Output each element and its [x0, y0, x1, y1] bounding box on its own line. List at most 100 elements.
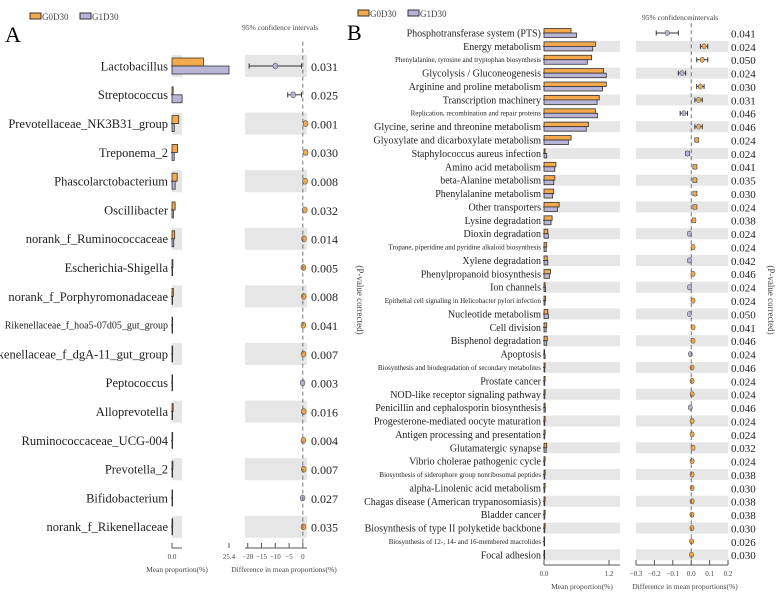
bar-g1d30: [543, 514, 546, 520]
category-label: Cell division: [490, 323, 541, 334]
diff-point: [690, 444, 696, 451]
diff-point: [690, 297, 696, 304]
diff-point: [689, 471, 695, 478]
p-value: 0.030: [311, 146, 338, 160]
bar-g0d30: [543, 416, 546, 422]
bar-g0d30: [543, 295, 547, 302]
row-shade: [636, 549, 728, 561]
row-shade: [636, 254, 728, 266]
row-shade: [636, 121, 728, 133]
diff-point: [687, 351, 693, 358]
category-label: norank_f_Rikenellaceae: [47, 520, 169, 534]
bar-g0d30: [171, 345, 174, 355]
category-label: Apoptosis: [500, 350, 541, 361]
diff-point: [300, 408, 307, 415]
diff-point: [686, 284, 692, 291]
diff-point: [692, 177, 698, 184]
bar-g0d30: [543, 175, 556, 181]
x-tick-label: 1.2: [605, 570, 614, 578]
p-value: 0.024: [731, 202, 756, 214]
bar-g1d30: [543, 153, 548, 159]
bar-g1d30: [171, 238, 175, 248]
bar-g0d30: [543, 536, 546, 542]
bar-g1d30: [543, 45, 594, 52]
bar-g1d30: [543, 32, 577, 38]
bar-g0d30: [171, 201, 176, 211]
category-label: Rikenellaceae_f_dgA-11_gut_group: [0, 347, 168, 361]
row-shade: [245, 400, 307, 423]
bar-g1d30: [543, 393, 546, 400]
p-value: 0.024: [731, 135, 756, 147]
bar-g0d30: [543, 309, 549, 315]
diff-point: [692, 190, 698, 197]
diff-point: [698, 83, 703, 90]
p-value: 0.042: [731, 256, 756, 268]
p-value: 0.024: [731, 283, 756, 295]
row-shade: [245, 112, 307, 135]
diff-point: [701, 43, 707, 50]
bar-g0d30: [171, 460, 174, 470]
bar-g0d30: [171, 489, 174, 499]
p-value-axis-title: (P-value corrected): [355, 265, 365, 334]
bar-g1d30: [543, 380, 546, 386]
row-shade: [544, 415, 620, 427]
legend-swatch-g0d30: [29, 12, 42, 20]
row-shade: [636, 40, 728, 52]
category-label: norank_f_Ruminococcaceae: [26, 232, 169, 246]
p-value: 0.004: [311, 434, 338, 448]
bar-g0d30: [543, 483, 546, 489]
bar-g1d30: [171, 267, 174, 277]
row-shade: [544, 469, 620, 481]
category-label: Peptococcus: [106, 376, 169, 390]
bar-g1d30: [171, 353, 174, 363]
category-label: Ion channels: [490, 283, 541, 294]
p-value: 0.001: [311, 117, 338, 131]
diff-point: [302, 177, 308, 185]
legend-swatch-g1d30: [407, 9, 420, 17]
category-label: Chagas disease (American trypanosomiasis…: [364, 497, 541, 508]
bar-g0d30: [543, 255, 548, 261]
category-label: Biosynthesis and biodegradation of secon…: [378, 364, 541, 372]
category-label: NOD-like receptor signaling pathway: [390, 390, 541, 401]
p-value: 0.024: [731, 350, 756, 362]
diff-point: [300, 293, 307, 300]
row-shade: [636, 281, 728, 293]
bar-g0d30: [543, 349, 546, 355]
bar-g0d30: [171, 172, 178, 182]
bar-g1d30: [543, 59, 588, 65]
p-value: 0.041: [731, 28, 756, 40]
diff-point: [302, 206, 308, 214]
row-shade: [245, 285, 307, 308]
diff-point: [689, 364, 695, 371]
category-label: Streptococcus: [98, 88, 168, 102]
diff-tick-label: 0: [301, 553, 305, 561]
legend-swatch-g0d30: [357, 9, 370, 17]
bar-g0d30: [171, 259, 174, 269]
row-shade: [636, 362, 728, 373]
p-value: 0.046: [731, 403, 756, 415]
p-value: 0.026: [731, 537, 756, 549]
legend-label: G0D30: [370, 9, 397, 19]
p-value: 0.041: [731, 162, 756, 174]
category-label: Nucleotide metabolism: [448, 309, 541, 320]
row-shade: [544, 228, 620, 240]
diff-point: [300, 321, 307, 329]
category-label: Progesterone-mediated oocyte maturation: [374, 417, 541, 428]
row-shade: [636, 388, 728, 400]
bar-g0d30: [543, 108, 596, 114]
bar-g1d30: [171, 295, 174, 305]
p-value: 0.031: [311, 60, 338, 74]
bar-g1d30: [543, 139, 569, 145]
category-label: Treponema_2: [99, 146, 168, 160]
row-shade: [636, 174, 728, 186]
bar-g0d30: [543, 161, 557, 168]
category-label: Lactobacillus: [101, 59, 168, 73]
bar-g1d30: [543, 326, 547, 333]
p-value: 0.030: [731, 483, 756, 495]
diff-point: [690, 244, 696, 250]
bar-g0d30: [543, 135, 572, 141]
bar-g1d30: [543, 99, 598, 105]
bar-g0d30: [543, 469, 546, 475]
row-shade: [636, 228, 728, 240]
